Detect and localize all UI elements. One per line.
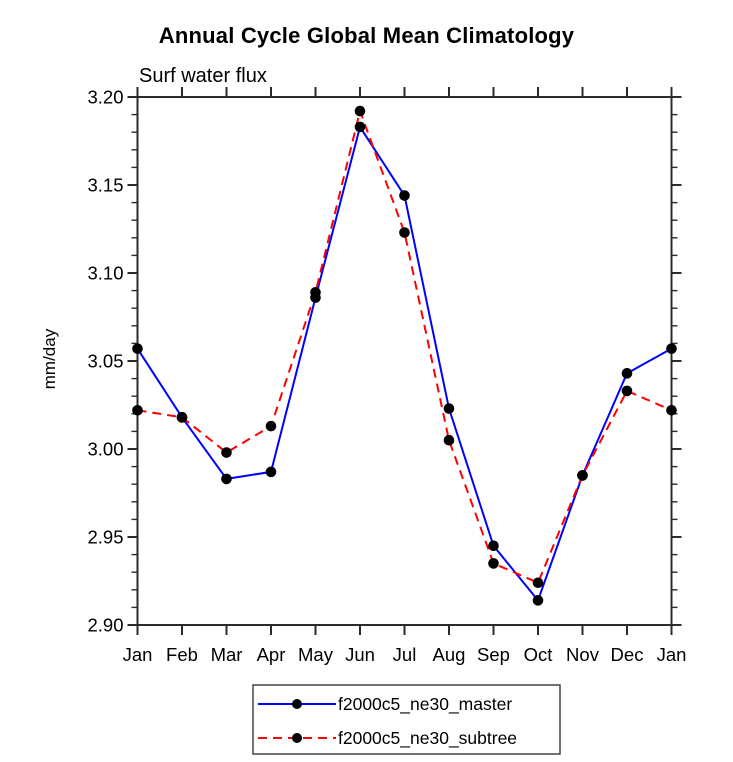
data-point-marker (621, 385, 633, 397)
x-tick-label: Mar (211, 644, 243, 665)
data-point-marker (443, 434, 455, 446)
x-tick-label: Sep (477, 644, 510, 665)
data-point-marker (265, 420, 277, 432)
data-point-marker (354, 121, 366, 133)
y-tick-label: 3.20 (87, 87, 123, 108)
data-point-marker (488, 540, 499, 552)
data-point-marker (221, 447, 232, 458)
data-point-marker (621, 368, 633, 379)
x-tick-label: Feb (166, 644, 198, 665)
data-point-marker (221, 473, 232, 485)
x-tick-label: Jul (393, 644, 417, 665)
y-tick-label: 3.00 (87, 439, 123, 460)
x-tick-label: Apr (257, 644, 286, 665)
chart-title: Annual Cycle Global Mean Climatology (158, 23, 575, 48)
axis-box (136, 96, 673, 626)
legend-box (252, 684, 561, 755)
legend-marker (292, 733, 302, 743)
legend-label: f2000c5_ne30_master (338, 694, 512, 715)
data-point-marker (577, 470, 588, 481)
chart-subtitle: Surf water flux (139, 65, 267, 87)
x-tick-label: Jan (123, 644, 153, 665)
x-tick-label: Dec (611, 644, 644, 665)
series-line-f2000c5_ne30_subtree (137, 107, 672, 585)
data-point-marker (265, 466, 277, 478)
x-tick-label: Jun (345, 644, 375, 665)
x-tick-label: Jan (657, 644, 687, 665)
data-point-marker (132, 343, 143, 354)
y-tick-label: 3.15 (87, 175, 123, 196)
data-point-marker (532, 595, 544, 606)
y-tick-label: 2.90 (87, 615, 123, 636)
data-point-marker (310, 287, 321, 298)
y-tick-label: 3.10 (87, 263, 123, 284)
y-tick-label: 3.05 (87, 351, 123, 372)
data-point-marker (532, 577, 544, 589)
legend-marker (292, 699, 302, 709)
data-point-marker (132, 404, 143, 416)
x-tick-label: Oct (524, 644, 553, 665)
data-point-marker (666, 343, 677, 354)
data-point-marker (399, 190, 410, 201)
data-point-marker (443, 403, 455, 414)
y-tick-label: 2.95 (87, 527, 123, 548)
data-point-marker (176, 412, 188, 423)
data-point-marker (666, 404, 677, 416)
x-tick-label: May (298, 644, 334, 665)
x-tick-label: Nov (566, 644, 600, 665)
data-point-marker (399, 227, 410, 238)
x-tick-label: Aug (433, 644, 466, 665)
data-point-marker (354, 105, 366, 117)
legend-label: f2000c5_ne30_subtree (338, 728, 517, 749)
data-point-marker (488, 558, 499, 569)
